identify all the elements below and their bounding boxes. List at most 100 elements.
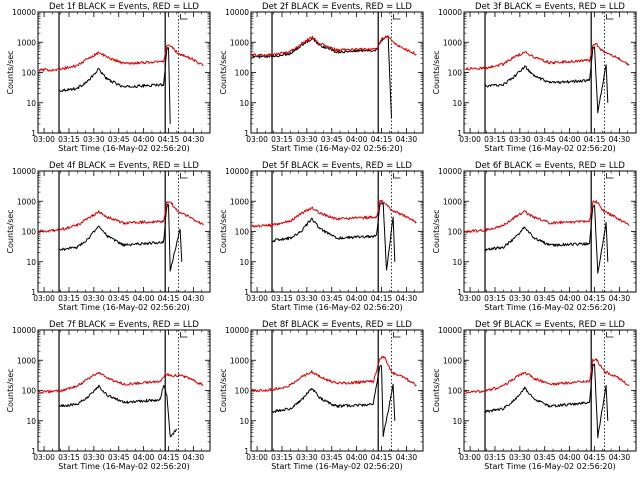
detector-panel: Det 8f BLACK = Events, RED = LLD 1 10 100 10…	[219, 320, 424, 471]
x-tick-label: 03:30	[83, 135, 105, 144]
x-tick-label: 03:45	[108, 135, 130, 144]
x-tick-label: 04:15	[584, 294, 606, 303]
detector-panel: Det 1f BLACK = Events, RED = LLD 1 10 100 10…	[6, 2, 211, 153]
y-tick-label: 10	[239, 417, 249, 426]
x-tick-label: 04:15	[158, 294, 180, 303]
x-tick-label: 03:45	[534, 135, 556, 144]
x-tick-label: 03:30	[296, 453, 318, 462]
events-series-line	[58, 203, 183, 272]
plot-frame	[463, 329, 637, 452]
detector-panel: Det 5f BLACK = Events, RED = LLD 1 10 100 10…	[219, 161, 424, 312]
x-tick-label: 04:00	[559, 294, 581, 303]
y-tick-label: 1	[31, 129, 36, 138]
detector-panel: Det 2f BLACK = Events, RED = LLD 1 10 100 10…	[219, 2, 424, 153]
x-tick-label: 03:15	[58, 135, 80, 144]
x-tick-label: 04:00	[559, 135, 581, 144]
x-tick-label: 03:30	[509, 294, 531, 303]
x-axis-label: Start Time (16-May-02 02:56:20)	[58, 462, 189, 471]
x-tick-label: 03:30	[509, 135, 531, 144]
x-tick-label: 03:00	[246, 294, 268, 303]
events-series-line	[58, 47, 171, 124]
panel-title: Det 8f BLACK = Events, RED = LLD	[262, 320, 412, 330]
interval-bracket-icon	[606, 14, 614, 20]
y-axis-label: Counts/sec	[219, 50, 228, 94]
y-tick-label: 1000	[443, 197, 462, 206]
lld-series-line	[38, 201, 204, 233]
x-tick-label: 04:00	[133, 453, 155, 462]
x-axis-label: Start Time (16-May-02 02:56:20)	[271, 462, 402, 471]
y-tick-label: 1000	[17, 356, 36, 365]
x-tick-label: 03:15	[58, 453, 80, 462]
y-tick-label: 100	[235, 228, 250, 237]
x-tick-label: 03:15	[484, 294, 506, 303]
y-tick-label: 10000	[438, 8, 462, 17]
x-tick-label: 04:15	[158, 135, 180, 144]
y-tick-label: 100	[22, 228, 37, 237]
plot-frame	[463, 170, 637, 293]
x-tick-label: 04:30	[609, 453, 631, 462]
detector-panel: Det 4f BLACK = Events, RED = LLD 1 10 100 10…	[6, 161, 211, 312]
y-tick-label: 1000	[17, 197, 36, 206]
panel-title: Det 6f BLACK = Events, RED = LLD	[475, 161, 625, 171]
plot-frame	[37, 170, 211, 293]
y-tick-label: 1	[31, 447, 36, 456]
x-axis-label: Start Time (16-May-02 02:56:20)	[484, 462, 615, 471]
lld-series-line	[251, 35, 417, 57]
panel-title: Det 7f BLACK = Events, RED = LLD	[49, 320, 199, 330]
x-tick-label: 04:15	[371, 294, 393, 303]
y-tick-label: 100	[448, 228, 463, 237]
x-tick-label: 03:45	[321, 294, 343, 303]
events-series-line	[271, 202, 396, 271]
panel-title: Det 9f BLACK = Events, RED = LLD	[475, 320, 625, 330]
y-axis-label: Counts/sec	[432, 50, 441, 94]
y-axis-label: Counts/sec	[432, 209, 441, 253]
y-axis-label: Counts/sec	[6, 209, 15, 253]
y-tick-label: 10000	[12, 8, 36, 17]
lld-series-line	[251, 199, 417, 228]
x-tick-label: 03:30	[83, 453, 105, 462]
y-tick-label: 10000	[12, 167, 36, 176]
plot-frame	[37, 11, 211, 134]
y-tick-label: 1000	[443, 38, 462, 47]
panel-title: Det 3f BLACK = Events, RED = LLD	[475, 2, 625, 12]
events-series-line	[484, 46, 609, 114]
events-series-line	[484, 204, 609, 274]
y-tick-label: 1000	[230, 197, 249, 206]
y-tick-label: 10000	[12, 326, 36, 335]
x-tick-label: 04:30	[183, 294, 205, 303]
x-tick-label: 04:15	[584, 135, 606, 144]
y-tick-label: 10000	[438, 326, 462, 335]
y-tick-label: 10000	[225, 167, 249, 176]
y-tick-label: 1000	[230, 38, 249, 47]
lld-series-line	[465, 358, 630, 394]
y-tick-label: 10	[452, 99, 462, 108]
x-axis-label: Start Time (16-May-02 02:56:20)	[58, 303, 189, 312]
x-tick-label: 04:00	[346, 453, 368, 462]
plot-frame	[250, 170, 424, 293]
y-axis-label: Counts/sec	[6, 50, 15, 94]
panel-title: Det 2f BLACK = Events, RED = LLD	[262, 2, 412, 12]
plot-frame	[250, 11, 424, 134]
events-series-line	[484, 363, 609, 439]
events-series-line	[58, 384, 178, 438]
x-tick-label: 03:45	[108, 294, 130, 303]
y-tick-label: 100	[22, 387, 37, 396]
interval-bracket-icon	[180, 173, 188, 179]
x-axis-label: Start Time (16-May-02 02:56:20)	[484, 303, 615, 312]
y-tick-label: 1	[244, 129, 249, 138]
events-series-line	[271, 365, 396, 437]
x-tick-label: 03:15	[484, 453, 506, 462]
x-tick-label: 04:30	[183, 453, 205, 462]
x-axis-label: Start Time (16-May-02 02:56:20)	[271, 303, 402, 312]
x-axis-label: Start Time (16-May-02 02:56:20)	[58, 144, 189, 153]
x-tick-label: 03:15	[484, 135, 506, 144]
x-tick-label: 04:00	[559, 453, 581, 462]
lld-series-line	[38, 371, 204, 394]
y-tick-label: 10	[26, 417, 36, 426]
x-tick-label: 03:15	[271, 135, 293, 144]
y-tick-label: 10	[452, 258, 462, 267]
panel-title: Det 5f BLACK = Events, RED = LLD	[262, 161, 412, 171]
lld-series-line	[251, 356, 417, 393]
x-tick-label: 03:00	[246, 135, 268, 144]
x-tick-label: 04:30	[396, 135, 418, 144]
